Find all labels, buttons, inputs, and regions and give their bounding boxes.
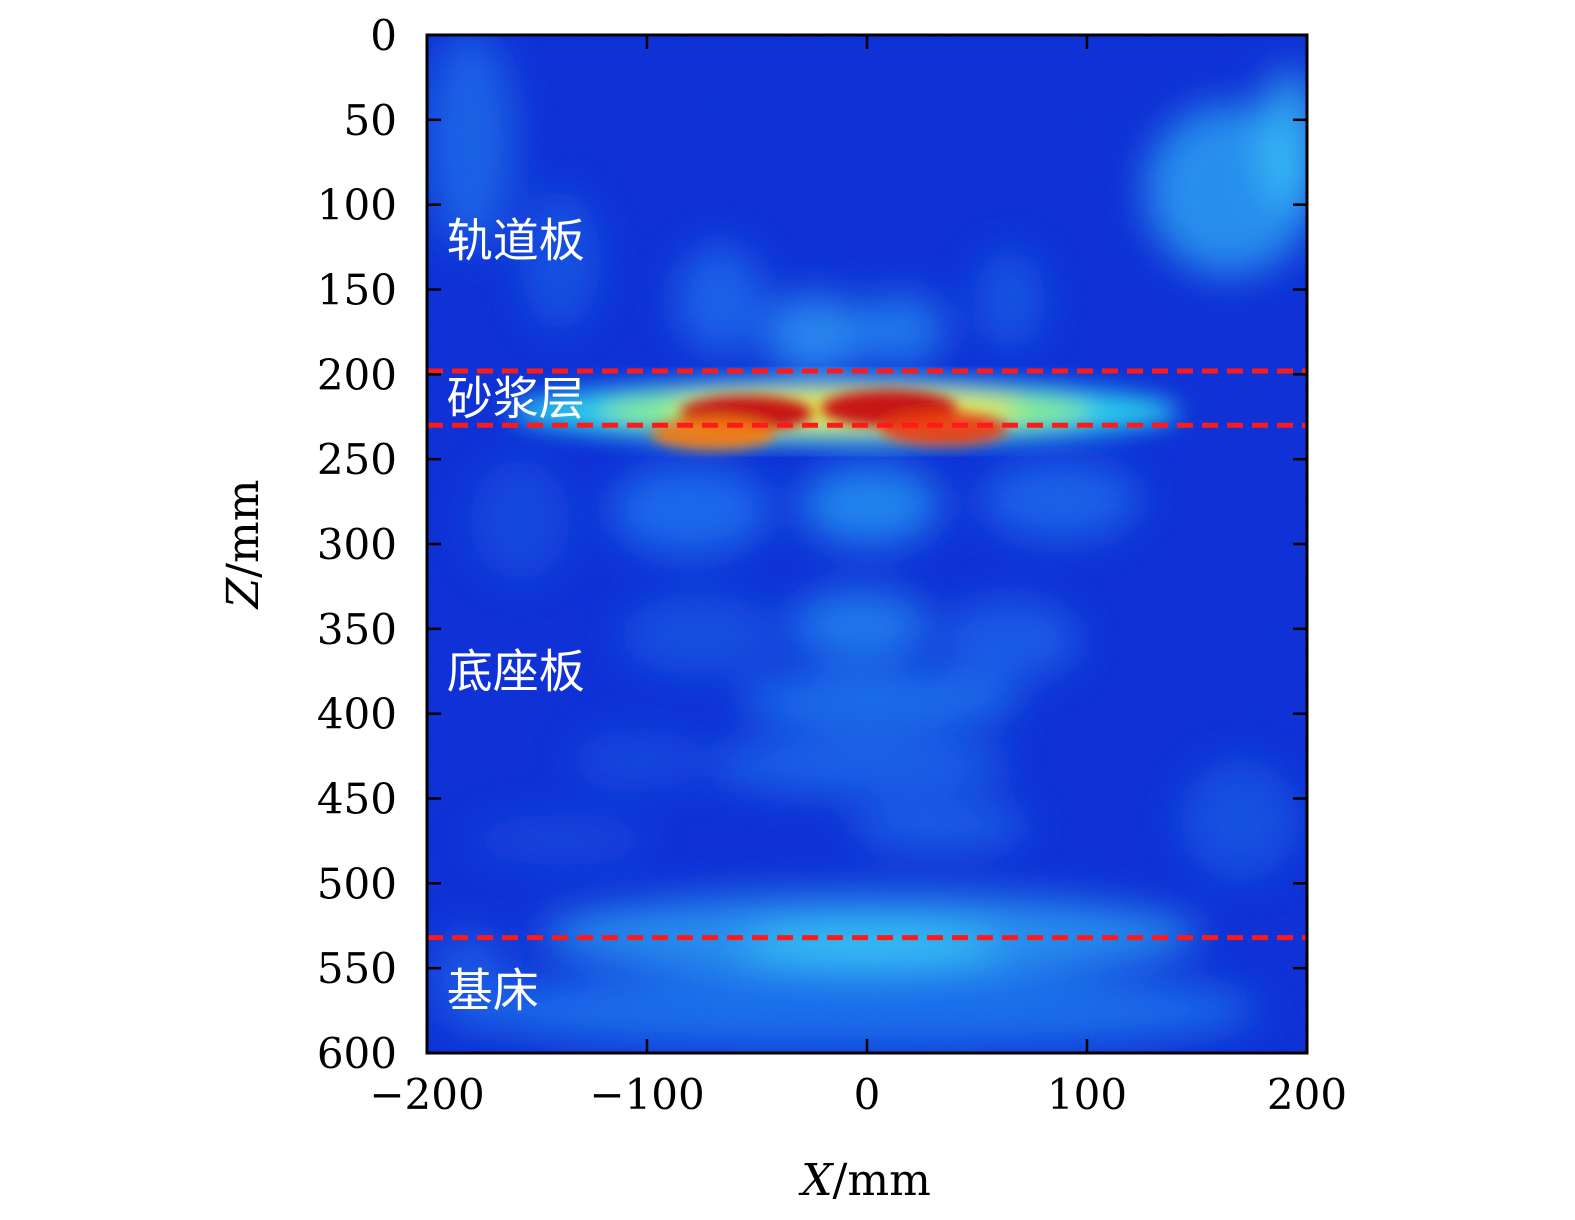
y-tick-label: 400 bbox=[317, 690, 397, 739]
x-tick-label: −100 bbox=[589, 1070, 704, 1119]
layer-label: 轨道板 bbox=[447, 214, 585, 268]
y-tick-label: 100 bbox=[317, 181, 397, 230]
y-tick-label: 450 bbox=[317, 775, 397, 824]
y-axis-title-var: Z bbox=[218, 576, 269, 610]
x-axis-title-unit: /mm bbox=[833, 1155, 931, 1206]
y-axis-title-unit: /mm bbox=[218, 480, 269, 578]
x-tick-label: 200 bbox=[1267, 1070, 1347, 1119]
y-tick-label: 150 bbox=[317, 266, 397, 315]
y-tick-label: 350 bbox=[317, 605, 397, 654]
y-tick-label: 550 bbox=[317, 944, 397, 993]
x-axis-title-var: X bbox=[798, 1155, 834, 1206]
layer-label: 基床 bbox=[447, 964, 539, 1018]
y-axis-title: Z/mm bbox=[218, 480, 269, 611]
x-tick-label: 0 bbox=[854, 1070, 881, 1119]
x-tick-label: −200 bbox=[369, 1070, 484, 1119]
layer-label: 砂浆层 bbox=[447, 371, 585, 425]
interface-lines bbox=[427, 368, 1307, 941]
y-tick-label: 250 bbox=[317, 435, 397, 484]
x-axis-title: X/mm bbox=[798, 1155, 931, 1206]
x-axis-ticks: −200 −100 0 100 200 bbox=[369, 35, 1347, 1119]
heatmap-noise bbox=[427, 35, 1307, 1053]
layer-label: 底座板 bbox=[447, 645, 585, 699]
y-tick-label: 50 bbox=[344, 96, 397, 145]
y-tick-label: 0 bbox=[370, 11, 397, 60]
heatmap-field bbox=[427, 35, 1307, 1053]
y-tick-label: 500 bbox=[317, 859, 397, 908]
y-tick-label: 600 bbox=[317, 1029, 397, 1078]
y-tick-label: 200 bbox=[317, 350, 397, 399]
x-tick-label: 100 bbox=[1047, 1070, 1127, 1119]
hotspot-3 bbox=[651, 417, 775, 451]
y-tick-label: 300 bbox=[317, 520, 397, 569]
y-axis-ticks: 0 50 100 150 200 250 300 350 400 450 500 550 600 bbox=[317, 11, 1307, 1078]
band-hotspots bbox=[651, 390, 1008, 451]
hotspot-2 bbox=[880, 411, 1008, 446]
